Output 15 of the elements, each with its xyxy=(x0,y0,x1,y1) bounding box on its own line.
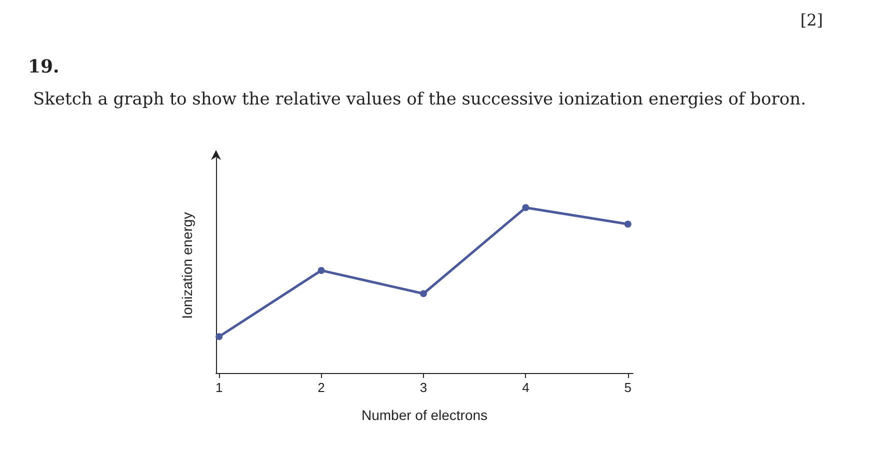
x-tick-label: 3 xyxy=(420,380,428,395)
point xyxy=(318,266,325,274)
point xyxy=(522,204,530,212)
y-axis-title: Ionization energy xyxy=(179,212,195,319)
text: 19. xyxy=(28,56,60,78)
point xyxy=(624,220,632,228)
point xyxy=(216,333,223,340)
x-tick-label: 2 xyxy=(318,380,325,395)
x-tick-label: 5 xyxy=(624,380,632,395)
x-axis-title: Number of electrons xyxy=(361,407,488,423)
x-tick-label: 1 xyxy=(215,380,223,395)
text: [2] xyxy=(800,10,824,30)
point xyxy=(420,290,427,298)
x-tick-label: 4 xyxy=(522,380,530,395)
chart-title: Sketch a graph to show the relative values of the successive ionization energies of boron. xyxy=(33,90,806,110)
